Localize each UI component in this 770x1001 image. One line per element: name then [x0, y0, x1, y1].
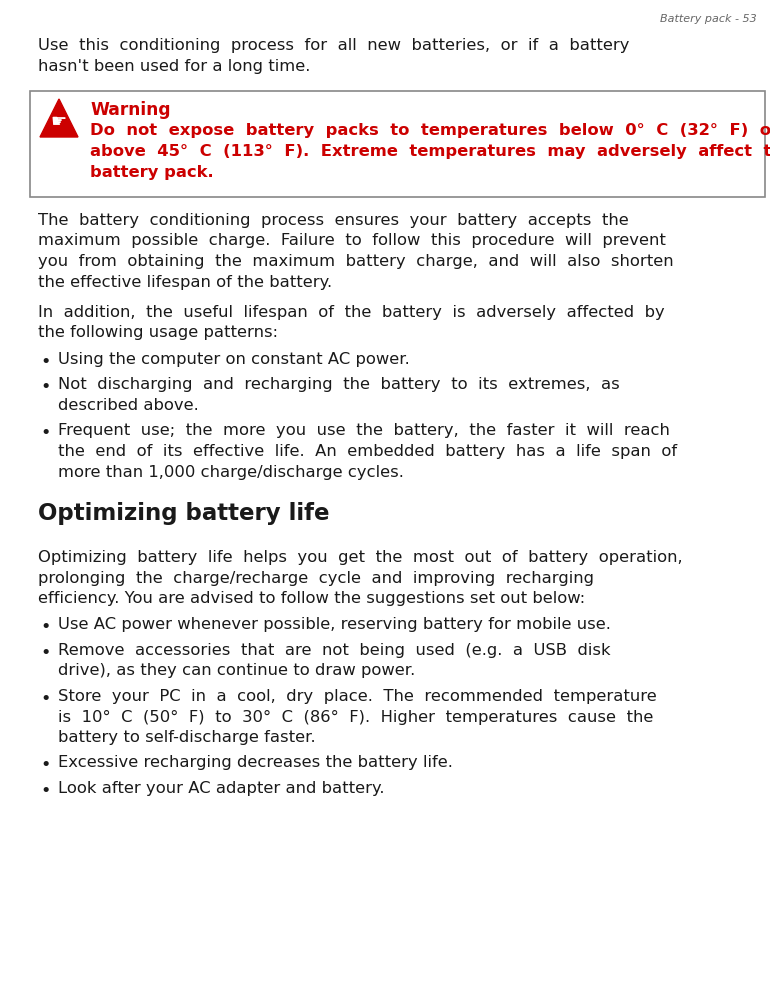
Text: above  45°  C  (113°  F).  Extreme  temperatures  may  adversely  affect  the: above 45° C (113° F). Extreme temperatur… — [90, 144, 770, 159]
Text: Warning: Warning — [90, 101, 171, 119]
Text: Remove  accessories  that  are  not  being  used  (e.g.  a  USB  disk: Remove accessories that are not being us… — [58, 643, 611, 658]
Text: •: • — [40, 378, 50, 396]
Text: Using the computer on constant AC power.: Using the computer on constant AC power. — [58, 352, 410, 367]
Text: Use AC power whenever possible, reserving battery for mobile use.: Use AC power whenever possible, reservin… — [58, 618, 611, 633]
Text: battery to self-discharge faster.: battery to self-discharge faster. — [58, 730, 316, 745]
FancyBboxPatch shape — [30, 91, 765, 197]
Text: maximum  possible  charge.  Failure  to  follow  this  procedure  will  prevent: maximum possible charge. Failure to foll… — [38, 233, 666, 248]
Text: •: • — [40, 782, 50, 800]
Text: more than 1,000 charge/discharge cycles.: more than 1,000 charge/discharge cycles. — [58, 464, 404, 479]
Text: •: • — [40, 353, 50, 371]
Polygon shape — [40, 99, 78, 137]
Text: efficiency. You are advised to follow the suggestions set out below:: efficiency. You are advised to follow th… — [38, 591, 585, 606]
Text: is  10°  C  (50°  F)  to  30°  C  (86°  F).  Higher  temperatures  cause  the: is 10° C (50° F) to 30° C (86° F). Highe… — [58, 710, 654, 725]
Text: the effective lifespan of the battery.: the effective lifespan of the battery. — [38, 274, 332, 289]
Text: Not  discharging  and  recharging  the  battery  to  its  extremes,  as: Not discharging and recharging the batte… — [58, 377, 620, 392]
Text: •: • — [40, 644, 50, 662]
Text: •: • — [40, 757, 50, 775]
Text: battery pack.: battery pack. — [90, 164, 213, 179]
Text: ☛: ☛ — [51, 113, 67, 131]
Text: Frequent  use;  the  more  you  use  the  battery,  the  faster  it  will  reach: Frequent use; the more you use the batte… — [58, 423, 670, 438]
Text: Optimizing battery life: Optimizing battery life — [38, 502, 330, 525]
Text: drive), as they can continue to draw power.: drive), as they can continue to draw pow… — [58, 664, 415, 679]
Text: •: • — [40, 424, 50, 442]
Text: •: • — [40, 619, 50, 637]
Text: •: • — [40, 690, 50, 708]
Text: Battery pack - 53: Battery pack - 53 — [660, 14, 757, 24]
Text: Optimizing  battery  life  helps  you  get  the  most  out  of  battery  operati: Optimizing battery life helps you get th… — [38, 550, 683, 565]
Text: prolonging  the  charge/recharge  cycle  and  improving  recharging: prolonging the charge/recharge cycle and… — [38, 571, 594, 586]
Text: the following usage patterns:: the following usage patterns: — [38, 325, 278, 340]
Text: hasn't been used for a long time.: hasn't been used for a long time. — [38, 58, 310, 73]
Text: Store  your  PC  in  a  cool,  dry  place.  The  recommended  temperature: Store your PC in a cool, dry place. The … — [58, 689, 657, 704]
Text: the  end  of  its  effective  life.  An  embedded  battery  has  a  life  span  : the end of its effective life. An embedd… — [58, 444, 677, 459]
Text: described above.: described above. — [58, 398, 199, 413]
Text: Look after your AC adapter and battery.: Look after your AC adapter and battery. — [58, 781, 384, 796]
Text: you  from  obtaining  the  maximum  battery  charge,  and  will  also  shorten: you from obtaining the maximum battery c… — [38, 254, 674, 269]
Text: Do  not  expose  battery  packs  to  temperatures  below  0°  C  (32°  F)  or: Do not expose battery packs to temperatu… — [90, 123, 770, 138]
Text: In  addition,  the  useful  lifespan  of  the  battery  is  adversely  affected : In addition, the useful lifespan of the … — [38, 305, 665, 320]
Text: Excessive recharging decreases the battery life.: Excessive recharging decreases the batte… — [58, 756, 453, 771]
Text: The  battery  conditioning  process  ensures  your  battery  accepts  the: The battery conditioning process ensures… — [38, 213, 629, 228]
Text: Use  this  conditioning  process  for  all  new  batteries,  or  if  a  battery: Use this conditioning process for all ne… — [38, 38, 630, 53]
